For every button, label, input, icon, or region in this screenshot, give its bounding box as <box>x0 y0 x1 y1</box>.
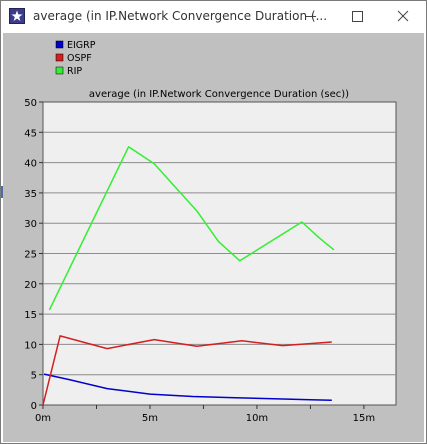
legend-label: OSPF <box>67 53 92 64</box>
chart-title: average (in IP.Network Convergence Durat… <box>89 89 349 100</box>
series-lines <box>42 146 335 406</box>
y-tick-label: 0 <box>31 401 37 412</box>
y-tick-label: 50 <box>24 98 37 109</box>
y-tick-label: 20 <box>24 280 37 291</box>
series-line-ospf <box>42 335 332 406</box>
series-line-rip <box>48 146 335 311</box>
y-tick-label: 40 <box>24 159 37 170</box>
legend-label: RIP <box>67 66 82 77</box>
plot-area: EIGRP OSPF RIP average (in IP.Network Conv… <box>3 33 424 442</box>
maximize-button[interactable] <box>334 1 380 32</box>
legend-swatch-eigrp <box>55 40 64 49</box>
y-tick-label: 35 <box>24 189 37 200</box>
star-icon[interactable] <box>9 8 25 24</box>
x-axis: 0m 5m 10m 15m <box>35 405 375 424</box>
legend: EIGRP OSPF RIP <box>55 40 96 77</box>
y-tick-label: 10 <box>24 340 37 351</box>
legend-label: EIGRP <box>67 40 96 51</box>
line-chart: EIGRP OSPF RIP average (in IP.Network Conv… <box>24 40 397 424</box>
y-tick-label: 30 <box>24 219 37 230</box>
y-tick-label: 15 <box>24 310 37 321</box>
legend-swatch-ospf <box>55 53 64 62</box>
legend-swatch-rip <box>55 66 64 75</box>
x-tick-label: 10m <box>246 413 268 424</box>
x-tick-label: 0m <box>35 413 51 424</box>
grid-lines <box>43 131 396 376</box>
maximize-icon <box>352 11 363 22</box>
y-tick-label: 45 <box>24 128 37 139</box>
series-line-eigrp <box>43 373 332 401</box>
y-tick-label: 5 <box>31 371 37 382</box>
x-tick-label: 5m <box>142 413 158 424</box>
close-button[interactable] <box>380 1 426 32</box>
close-icon <box>397 10 409 22</box>
minimize-icon <box>306 16 316 17</box>
y-axis: 0 5 10 15 20 25 30 35 40 45 50 <box>24 98 43 412</box>
title-bar[interactable]: average (in IP.Network Convergence Durat… <box>1 1 426 32</box>
y-tick-label: 25 <box>24 250 37 261</box>
x-tick-label: 15m <box>353 413 375 424</box>
window-title: average (in IP.Network Convergence Durat… <box>33 9 328 23</box>
minimize-button[interactable] <box>288 1 334 32</box>
window-edge-highlight <box>1 186 3 198</box>
